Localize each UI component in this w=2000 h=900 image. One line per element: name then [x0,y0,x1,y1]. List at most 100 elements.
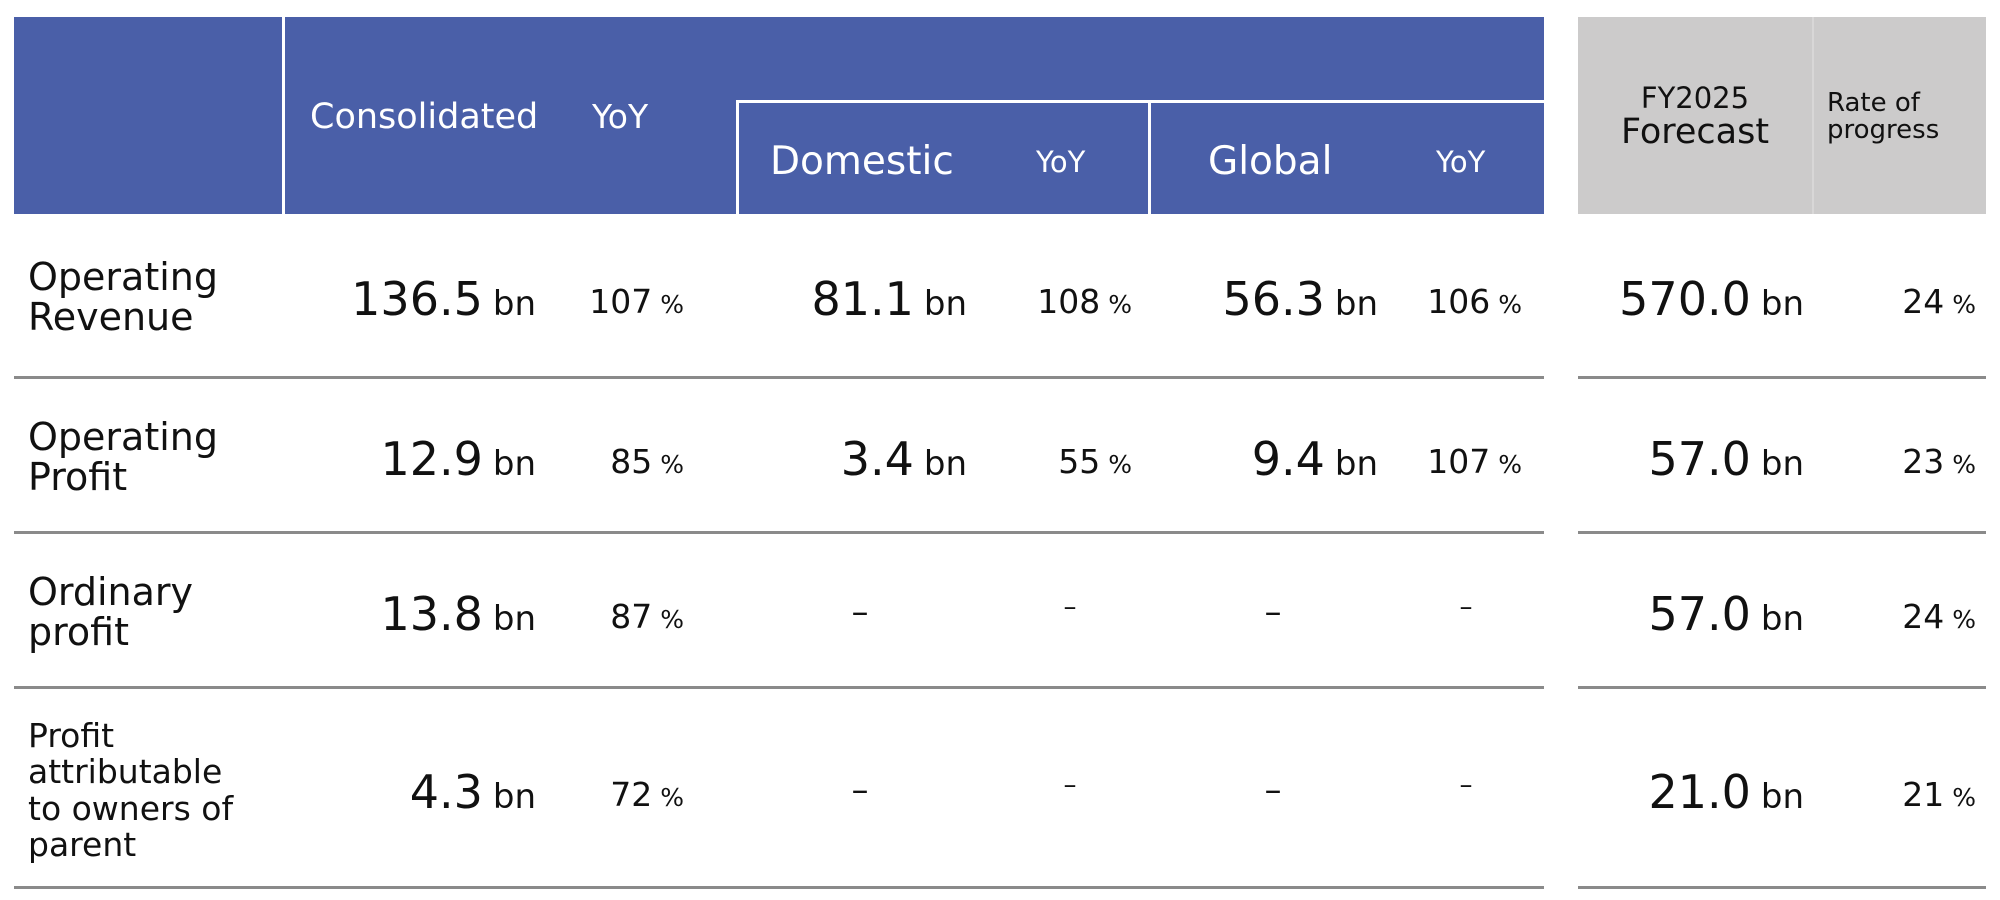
value: 24 [1902,282,1945,321]
header-forecast-line1: FY2025 [1640,81,1750,115]
value: 570.0 [1619,272,1751,326]
unit: bn [1760,284,1804,324]
value: 81.1 [811,272,914,326]
unit: bn [1334,444,1378,484]
cell-domestic: 3.4 bn [841,432,967,486]
row-label-line: Operating [28,255,218,299]
unit: % [660,290,684,319]
value: 21 [1902,775,1945,814]
value: 12.9 [380,432,483,486]
row-label-line: parent [28,824,137,864]
row-label-line: attributable [28,752,223,792]
unit: % [1952,450,1976,479]
cell-global-yoy-empty: – [1459,770,1473,800]
value: 4.3 [409,765,483,819]
header-divider [282,17,285,214]
value: 106 [1427,282,1491,321]
cell-domestic-yoy: 55% [1058,442,1132,481]
cell-consolidated: 12.9 bn [380,432,536,486]
header-consolidated: Consolidated [310,97,539,137]
cell-global-yoy: 107% [1427,442,1522,481]
value: 108 [1037,282,1101,321]
header-divider [736,100,1544,103]
cell-progress: 24% [1902,282,1976,321]
unit: bn [492,777,536,817]
header-domestic: Domestic [770,139,954,184]
row-label-operating-profit: Operating Profit [28,417,218,498]
cell-domestic-yoy: 108% [1037,282,1132,321]
header-divider [1148,101,1151,214]
row-label-profit-attributable: Profit attributable to owners of parent [28,717,234,864]
unit: % [660,605,684,634]
header-progress-line2: progress [1827,115,1940,146]
header-blue-band [14,17,1544,214]
cell-forecast: 570.0 bn [1619,272,1804,326]
cell-global-empty: – [1264,592,1282,632]
unit: bn [923,444,967,484]
value: 85 [610,442,653,481]
cell-forecast: 21.0 bn [1648,765,1804,819]
header-progress-line1: Rate of [1827,88,1920,118]
row-separator [14,886,1544,889]
cell-domestic-yoy-empty: – [1063,592,1077,622]
value: 21.0 [1648,765,1751,819]
value: 107 [589,282,653,321]
cell-yoy: 85% [610,442,684,481]
value: 23 [1902,442,1945,481]
cell-forecast: 57.0 bn [1648,587,1804,641]
unit: % [660,783,684,812]
row-separator [1578,686,1986,689]
cell-consolidated: 136.5 bn [351,272,536,326]
cell-forecast: 57.0 bn [1648,432,1804,486]
value: 136.5 [351,272,483,326]
cell-yoy: 72% [610,775,684,814]
row-separator [14,376,1544,379]
unit: bn [492,284,536,324]
unit: % [1498,450,1522,479]
row-label-line: to owners of [28,788,234,828]
header-divider [1812,17,1814,214]
header-divider [736,101,739,214]
unit: % [1108,450,1132,479]
header-progress: Rate of progress [1827,88,1940,146]
unit: % [1498,290,1522,319]
cell-global-yoy: 106% [1427,282,1522,321]
header-forecast-line2: Forecast [1620,112,1770,152]
row-label-line: Ordinary [28,570,194,614]
row-separator [1578,531,1986,534]
unit: % [1952,290,1976,319]
cell-global: 56.3 bn [1222,272,1378,326]
cell-domestic: 81.1 bn [811,272,967,326]
value: 55 [1058,442,1101,481]
value: 9.4 [1251,432,1325,486]
header-yoy: YoY [592,97,649,136]
unit: bn [923,284,967,324]
row-separator [1578,376,1986,379]
header-domestic-yoy: YoY [1036,145,1086,179]
header-global: Global [1208,139,1333,184]
cell-domestic-empty: – [851,592,869,632]
cell-domestic-empty: – [851,770,869,810]
value: 57.0 [1648,432,1751,486]
cell-global-yoy-empty: – [1459,592,1473,622]
value: 57.0 [1648,587,1751,641]
unit: % [1952,605,1976,634]
value: 56.3 [1222,272,1325,326]
row-label-line: profit [28,609,129,654]
cell-consolidated: 4.3 bn [410,765,536,819]
row-separator [1578,886,1986,889]
unit: bn [492,599,536,639]
value: 24 [1902,597,1945,636]
row-label-line: Revenue [28,294,194,339]
cell-global: 9.4 bn [1252,432,1378,486]
unit: % [1108,290,1132,319]
cell-domestic-yoy-empty: – [1063,770,1077,800]
value: 13.8 [380,587,483,641]
value: 87 [610,597,653,636]
cell-yoy: 87% [610,597,684,636]
unit: % [1952,783,1976,812]
unit: bn [1334,284,1378,324]
cell-progress: 21% [1902,775,1976,814]
cell-consolidated: 13.8 bn [380,587,536,641]
unit: bn [492,444,536,484]
